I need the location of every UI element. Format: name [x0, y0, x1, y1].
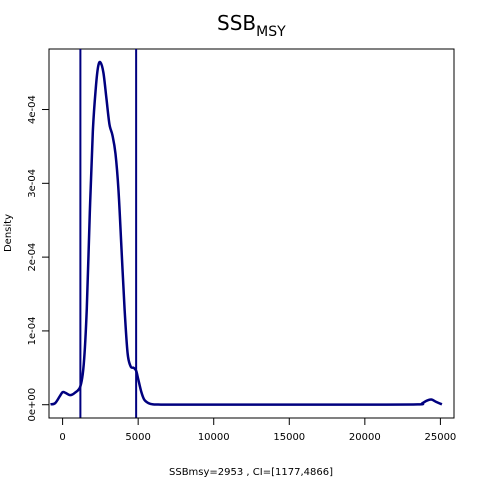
x-tick-label: 20000 — [349, 432, 381, 443]
x-tick-label: 0 — [59, 432, 65, 443]
y-axis: 0e+00 1e-04 2e-04 3e-04 4e-04 — [27, 95, 50, 422]
chart-title: SSBMSY — [217, 11, 286, 40]
density-curve — [50, 60, 443, 406]
x-axis: 0 5000 10000 15000 20000 25000 — [59, 417, 456, 443]
x-tick-label: 10000 — [198, 432, 230, 443]
ci-lines — [79, 49, 138, 418]
y-tick-label: 2e-04 — [27, 243, 38, 272]
density-series — [50, 60, 443, 406]
plot-frame — [48, 48, 455, 419]
x-tick-label: 15000 — [273, 432, 305, 443]
x-tick-label: 25000 — [424, 432, 456, 443]
y-axis-label: Density — [3, 214, 14, 252]
y-tick-label: 1e-04 — [27, 316, 38, 345]
x-axis-label: SSBmsy=2953 , CI=[1177,4866] — [169, 467, 333, 478]
y-tick-label: 0e+00 — [27, 388, 38, 422]
x-tick-label: 5000 — [125, 432, 150, 443]
y-tick-label: 3e-04 — [27, 169, 38, 198]
chart-title-subscript: MSY — [256, 24, 286, 40]
y-tick-label: 4e-04 — [27, 95, 38, 124]
